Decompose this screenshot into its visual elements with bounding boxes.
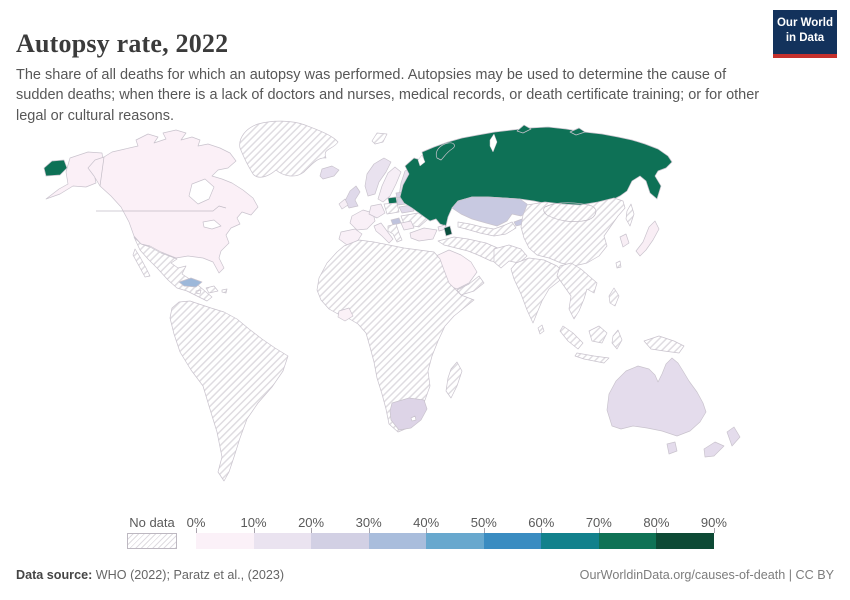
island-borneo[interactable] bbox=[588, 325, 608, 344]
chart-subtitle: The share of all deaths for which an aut… bbox=[16, 66, 760, 124]
country-taiwan[interactable] bbox=[615, 260, 622, 269]
island-novaya-zemlya[interactable] bbox=[435, 142, 455, 161]
country-italy[interactable] bbox=[373, 222, 394, 244]
country-puerto-rico[interactable] bbox=[221, 288, 228, 294]
country-norway[interactable] bbox=[364, 157, 392, 197]
footer-source-label: Data source: bbox=[16, 568, 93, 582]
country-jamaica[interactable] bbox=[195, 289, 202, 295]
country-hispaniola[interactable] bbox=[205, 285, 219, 294]
legend-tick bbox=[311, 528, 313, 533]
country-lesotho[interactable] bbox=[410, 415, 417, 422]
world-map[interactable] bbox=[15, 112, 835, 508]
legend-tick bbox=[598, 528, 600, 533]
legend-no-data-swatch[interactable] bbox=[127, 533, 177, 549]
island-sumatra[interactable] bbox=[559, 325, 584, 350]
legend-tick-label: 40% bbox=[413, 515, 440, 530]
legend-bin[interactable] bbox=[196, 533, 254, 549]
legend-bin[interactable] bbox=[656, 533, 714, 549]
country-japan[interactable] bbox=[635, 220, 660, 257]
country-ireland[interactable] bbox=[338, 198, 349, 210]
legend-tick bbox=[253, 528, 255, 533]
border-usa-canada bbox=[96, 205, 227, 212]
legend-tick bbox=[713, 528, 715, 533]
legend-tick bbox=[483, 528, 485, 533]
legend-tick-label: 60% bbox=[528, 515, 555, 530]
legend-bin[interactable] bbox=[483, 533, 542, 549]
island-new-siberian[interactable] bbox=[569, 127, 586, 136]
country-united-kingdom[interactable] bbox=[344, 185, 361, 209]
legend-tick bbox=[196, 528, 197, 533]
region-balkans[interactable] bbox=[387, 223, 403, 243]
owid-logo-line2: in Data bbox=[785, 31, 825, 44]
island-severnaya-zemlya[interactable] bbox=[516, 124, 532, 134]
country-germany[interactable] bbox=[368, 203, 386, 219]
country-india[interactable] bbox=[510, 257, 565, 324]
legend-bins bbox=[196, 533, 714, 549]
island-sulawesi[interactable] bbox=[611, 329, 623, 350]
country-russia-chukotka[interactable] bbox=[43, 159, 68, 177]
country-new-zealand-north[interactable] bbox=[726, 426, 741, 447]
island-tasmania[interactable] bbox=[666, 441, 678, 455]
legend-tick-label: 50% bbox=[470, 515, 497, 530]
country-south-korea[interactable] bbox=[619, 233, 630, 248]
country-svalbard[interactable] bbox=[371, 132, 388, 145]
region-china-mongolia[interactable] bbox=[520, 197, 626, 267]
island-new-guinea[interactable] bbox=[643, 335, 685, 354]
legend-bin[interactable] bbox=[253, 533, 312, 549]
region-canada-usa[interactable] bbox=[87, 129, 259, 274]
country-romania[interactable] bbox=[400, 220, 415, 231]
legend-tick bbox=[541, 528, 543, 533]
legend-tick bbox=[656, 528, 658, 533]
owid-logo-line1: Our World bbox=[776, 17, 833, 29]
island-java[interactable] bbox=[574, 352, 610, 364]
legend-bin[interactable] bbox=[598, 533, 657, 549]
country-madagascar[interactable] bbox=[445, 361, 463, 399]
legend-tick-label: 10% bbox=[240, 515, 267, 530]
gulf-of-ob bbox=[489, 133, 498, 153]
legend-bin[interactable] bbox=[426, 533, 484, 549]
country-sri-lanka[interactable] bbox=[537, 324, 545, 335]
legend-tick bbox=[368, 528, 370, 533]
legend-tick-label: 30% bbox=[355, 515, 382, 530]
legend-bin[interactable] bbox=[368, 533, 427, 549]
border-alaska-canada bbox=[99, 156, 105, 187]
country-iceland[interactable] bbox=[319, 165, 340, 180]
country-new-zealand-south[interactable] bbox=[703, 441, 725, 458]
legend-tick-label: 80% bbox=[643, 515, 670, 530]
footer-credit[interactable]: OurWorldinData.org/causes-of-death | CC … bbox=[579, 568, 834, 582]
legend-tick-label: 90% bbox=[700, 515, 727, 530]
region-alaska[interactable] bbox=[45, 151, 105, 200]
country-turkey[interactable] bbox=[409, 227, 438, 242]
country-poland[interactable] bbox=[383, 202, 400, 215]
page-title: Autopsy rate, 2022 bbox=[16, 29, 229, 59]
region-baja[interactable] bbox=[132, 248, 151, 278]
legend-tick bbox=[426, 528, 428, 533]
island-sakhalin[interactable] bbox=[625, 203, 635, 227]
country-sweden[interactable] bbox=[377, 166, 402, 203]
border-mongolia bbox=[543, 202, 597, 222]
region-southeast-asia[interactable] bbox=[556, 262, 598, 320]
country-cote-divoire[interactable] bbox=[337, 307, 354, 322]
country-greenland[interactable] bbox=[239, 120, 339, 178]
country-philippines[interactable] bbox=[608, 287, 620, 307]
footer-source-text: WHO (2022); Paratz et al., (2023) bbox=[92, 568, 285, 582]
legend-tick-label: 20% bbox=[298, 515, 325, 530]
legend-no-data-label: No data bbox=[129, 515, 175, 530]
country-cuba[interactable] bbox=[178, 277, 203, 288]
country-australia[interactable] bbox=[606, 357, 707, 437]
legend-bin[interactable] bbox=[541, 533, 599, 549]
legend-tick-label: 0% bbox=[186, 515, 206, 530]
country-south-africa[interactable] bbox=[389, 397, 428, 431]
region-south-america[interactable] bbox=[169, 300, 289, 482]
white-sea bbox=[417, 154, 426, 167]
legend-tick-label: 70% bbox=[585, 515, 612, 530]
country-france[interactable] bbox=[349, 209, 376, 231]
owid-logo[interactable]: Our World in Data bbox=[773, 10, 837, 58]
legend-bin[interactable] bbox=[311, 533, 369, 549]
footer-source: Data source: WHO (2022); Paratz et al., … bbox=[16, 568, 284, 582]
region-central-asia[interactable] bbox=[457, 221, 517, 237]
country-azerbaijan[interactable] bbox=[443, 225, 453, 237]
